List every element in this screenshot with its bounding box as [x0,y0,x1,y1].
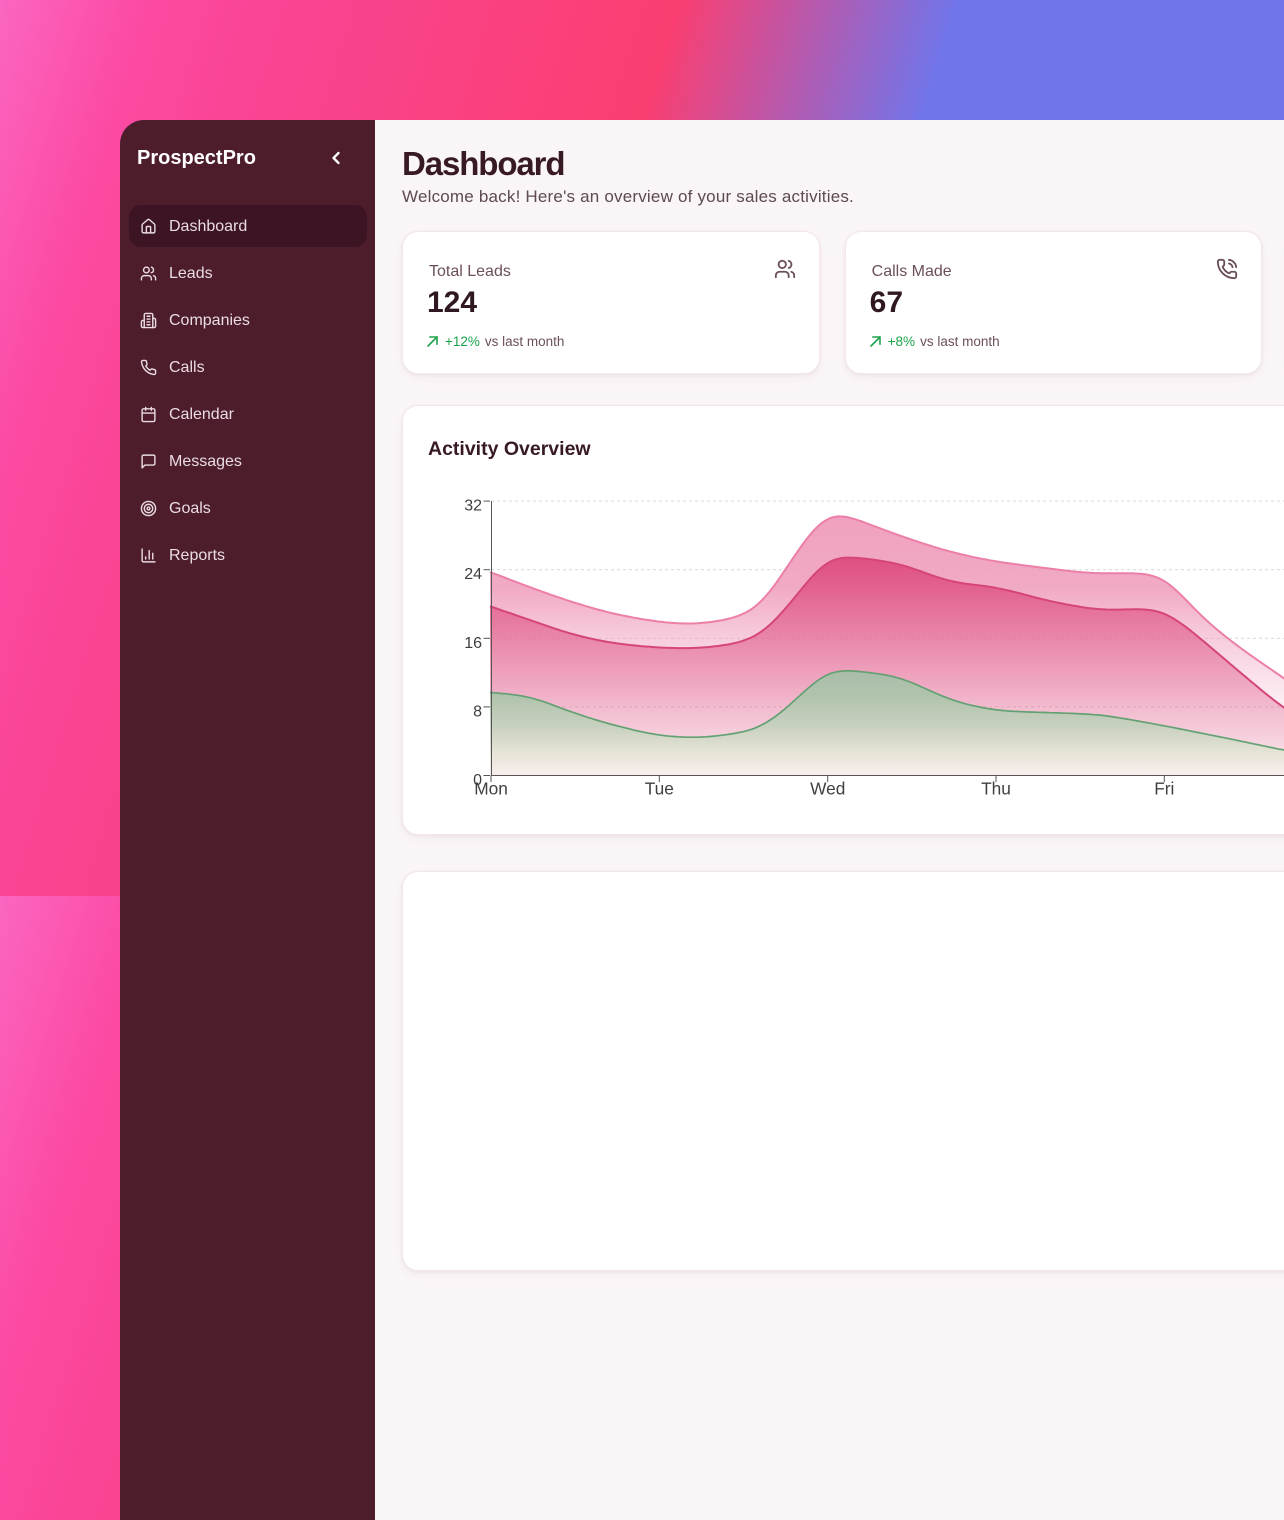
svg-text:8: 8 [473,703,482,720]
svg-text:0: 0 [473,772,482,789]
svg-text:Fri: Fri [1154,778,1174,798]
svg-text:Thu: Thu [981,778,1011,798]
svg-text:32: 32 [464,498,482,515]
svg-text:16: 16 [464,635,482,652]
svg-text:Mon: Mon [474,778,508,798]
svg-text:Wed: Wed [810,778,845,798]
svg-text:Tue: Tue [645,778,674,798]
svg-text:24: 24 [464,566,482,583]
